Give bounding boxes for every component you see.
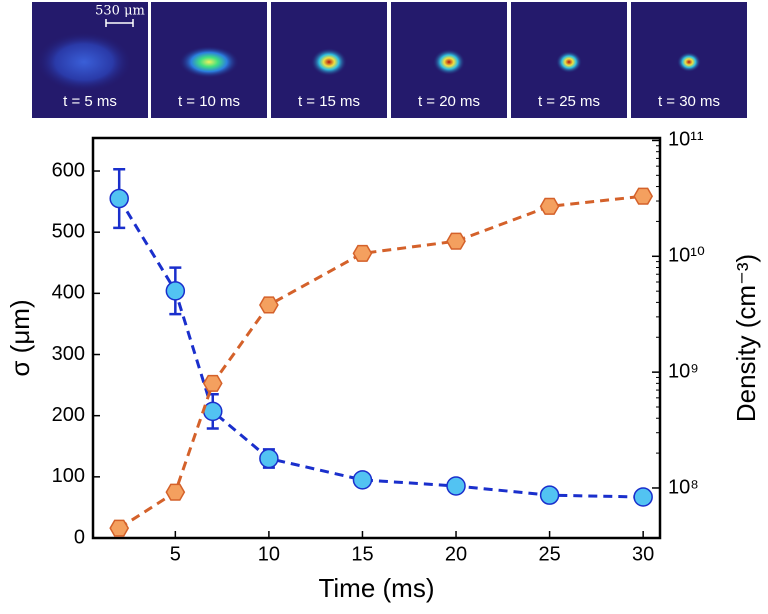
plot-frame — [91, 136, 662, 540]
y-tick-label: 200 — [52, 404, 85, 426]
panel-label: t = 30 ms — [658, 93, 720, 110]
x-tick-label: 25 — [538, 543, 560, 565]
cloud — [556, 51, 582, 73]
cloud — [433, 49, 465, 75]
marker — [633, 187, 654, 205]
y-tick-label: 300 — [52, 343, 85, 365]
y-tick-label: 500 — [52, 220, 85, 242]
x-tick-label: 15 — [351, 543, 373, 565]
marker — [539, 485, 560, 505]
panel-label: t = 20 ms — [418, 93, 480, 110]
y-tick-label: 0 — [74, 526, 85, 548]
y2-axis-label: Density (cm⁻³) — [731, 254, 761, 422]
marker — [109, 519, 130, 537]
y2-tick-label: 10¹¹ — [668, 129, 704, 151]
cloud — [36, 32, 132, 92]
y2-tick-label: 10⁸ — [668, 476, 699, 498]
y2-tick-label: 10¹⁰ — [668, 245, 705, 267]
x-tick-label: 5 — [170, 543, 181, 565]
chart: 5 10 15 20 25 30010020030040050060010⁸10⁹10¹⁰… — [5, 129, 761, 603]
marker — [202, 374, 223, 392]
x-tick-label: 30 — [632, 543, 654, 565]
series-line — [117, 197, 644, 499]
x-axis-label: Time (ms) — [318, 573, 434, 603]
x-tick-label: 10 — [258, 543, 280, 565]
marker — [203, 401, 223, 422]
marker — [446, 476, 466, 496]
y2-tick-label: 10⁹ — [668, 360, 699, 382]
image-strip: t = 5 ms t = 10 ms t = 15 ms t = 20 ms t = 2… — [32, 2, 747, 118]
marker — [109, 188, 129, 209]
panel-label: t = 10 ms — [178, 93, 240, 110]
marker — [259, 448, 279, 469]
y-axis-label: σ (μm) — [5, 299, 35, 376]
scale-bar-label: 530 μm — [95, 4, 145, 19]
cloud — [677, 52, 701, 72]
y-tick-label: 600 — [52, 159, 85, 181]
marker — [539, 197, 560, 215]
marker — [259, 296, 279, 314]
y-tick-label: 400 — [52, 282, 85, 304]
marker — [352, 244, 373, 262]
panel-label: t = 5 ms — [63, 93, 117, 110]
cloud — [179, 46, 239, 78]
marker — [165, 281, 186, 301]
marker — [352, 470, 373, 490]
y-tick-label: 100 — [52, 465, 85, 487]
marker — [446, 232, 466, 250]
marker — [165, 483, 186, 501]
panel-label: t = 15 ms — [298, 93, 360, 110]
panel-label: t = 25 ms — [538, 93, 600, 110]
cloud — [311, 48, 347, 76]
marker — [633, 487, 653, 507]
series-line — [118, 194, 644, 530]
x-tick-label: 20 — [445, 543, 467, 565]
